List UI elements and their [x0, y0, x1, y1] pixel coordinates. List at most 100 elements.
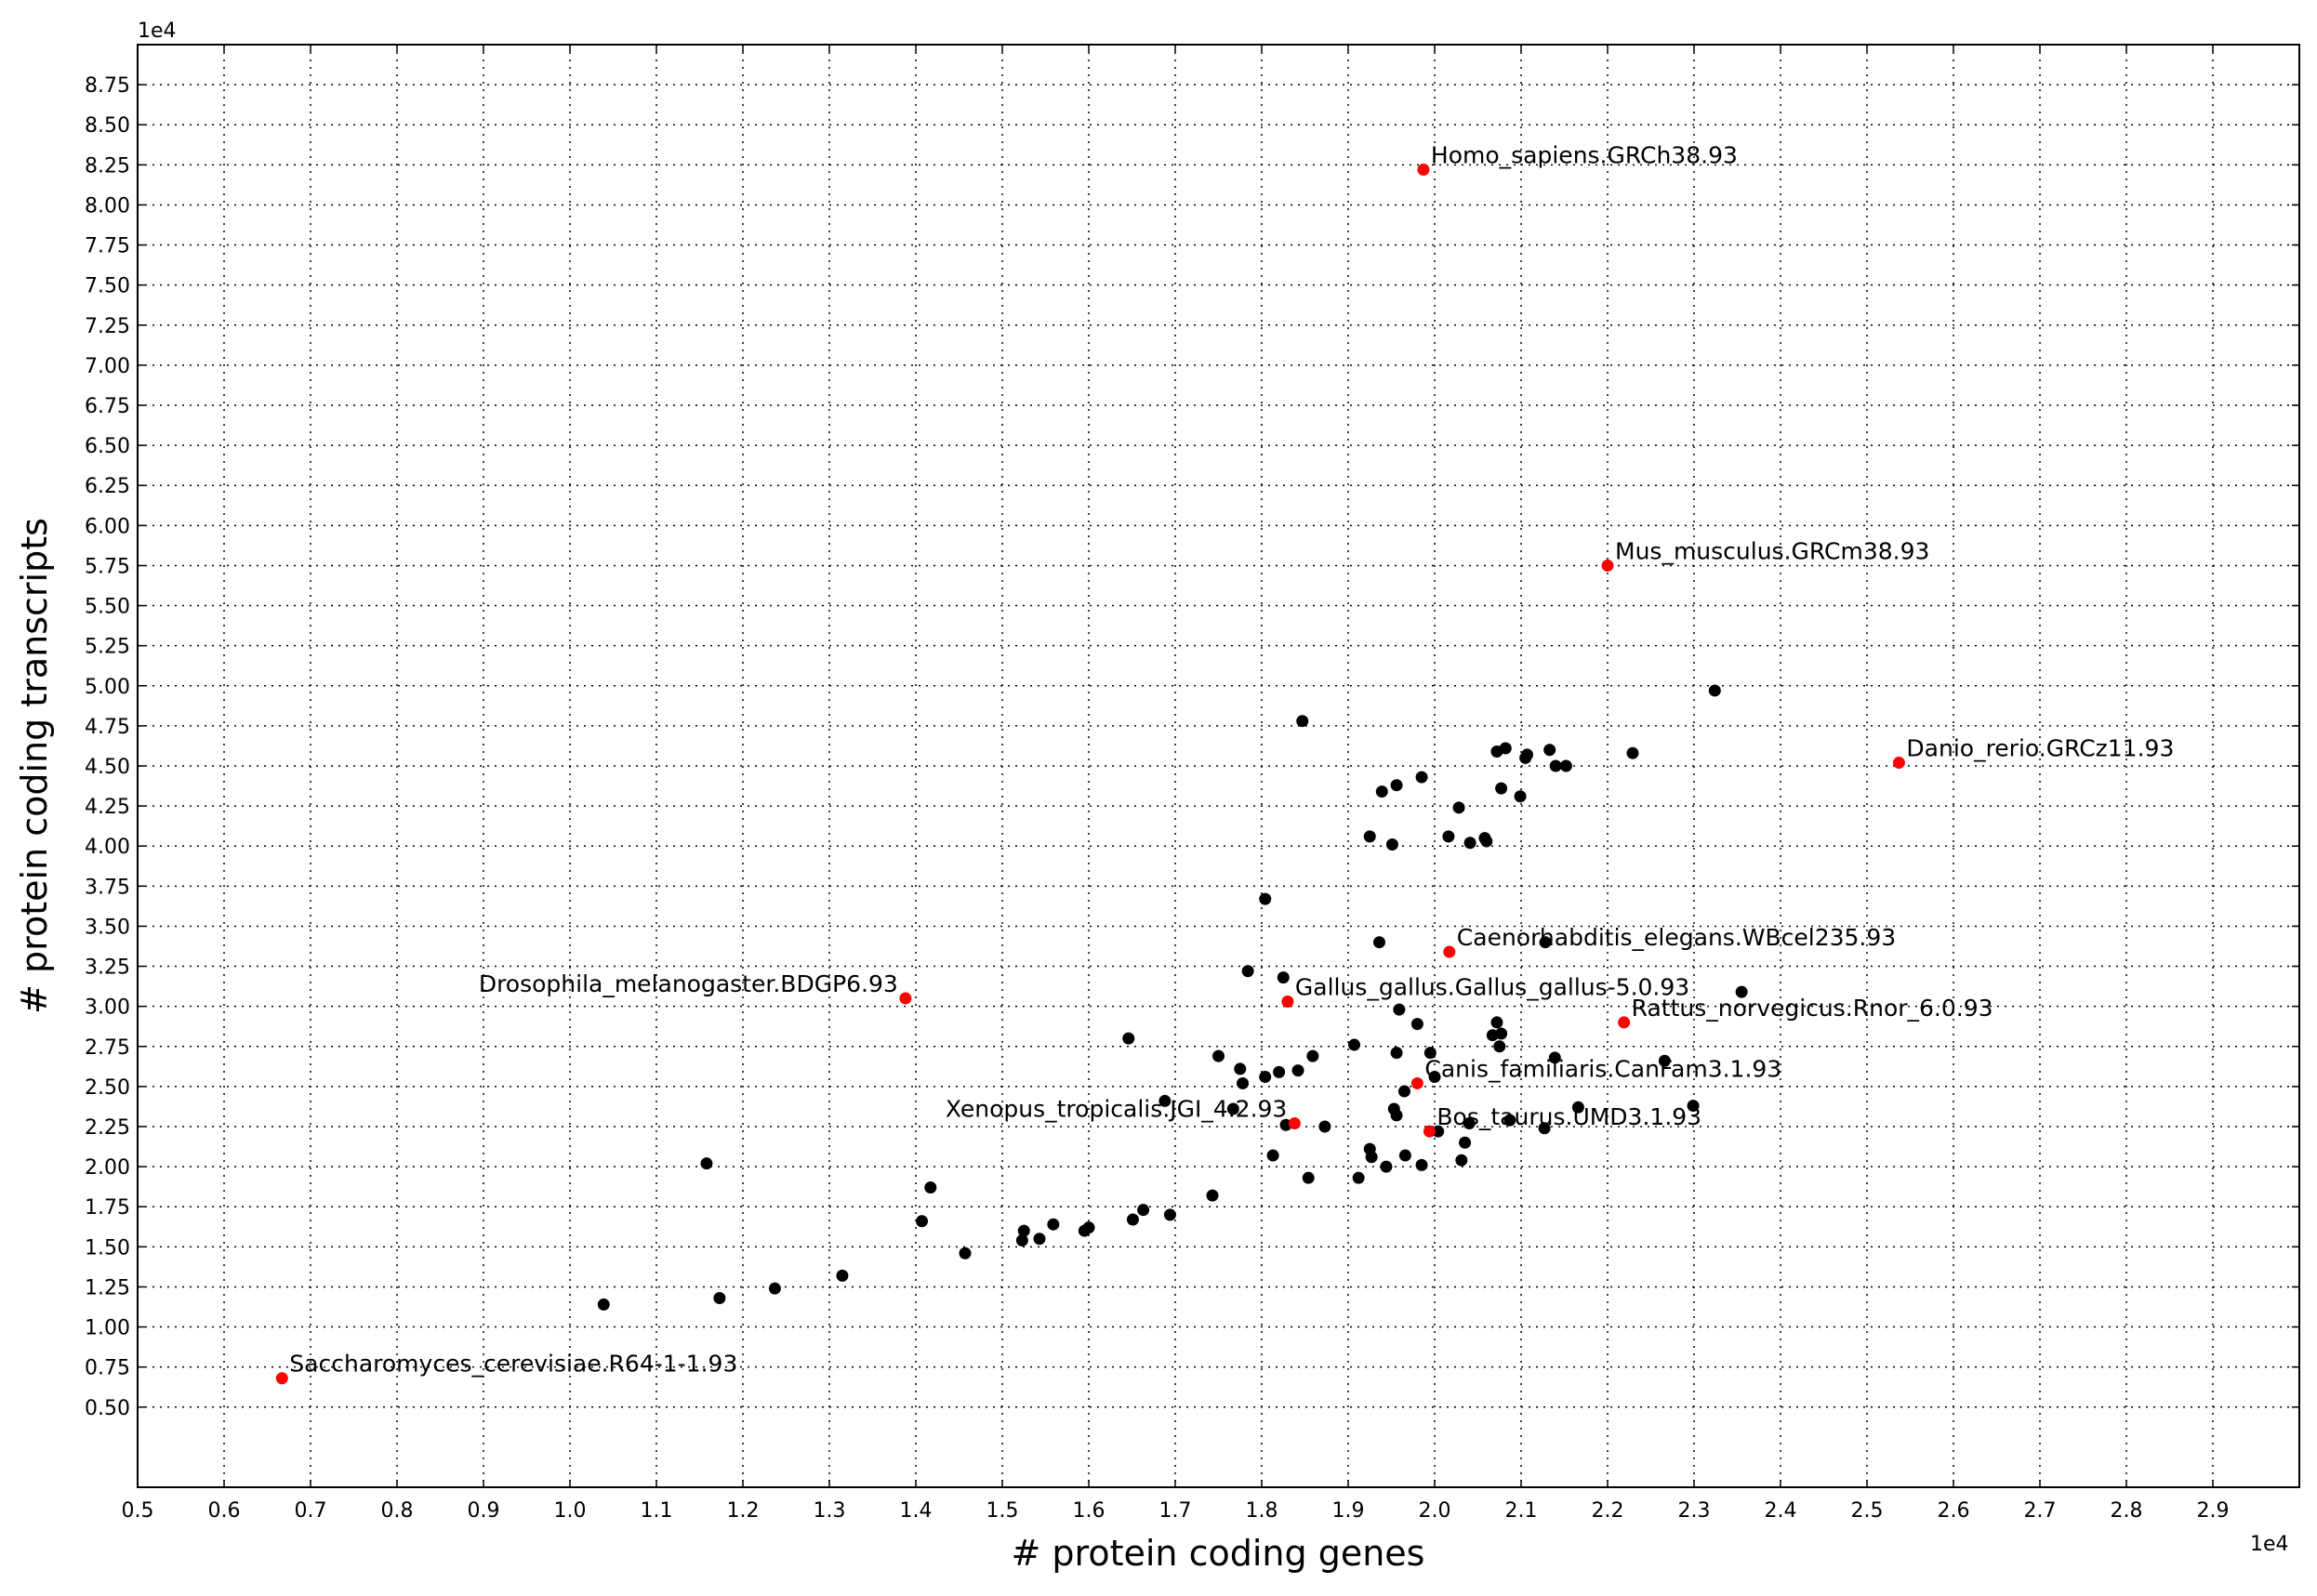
data-point	[1273, 1065, 1286, 1078]
data-point	[1432, 1125, 1445, 1138]
data-point	[1015, 1233, 1028, 1246]
x-tick-label: 2.8	[2111, 1499, 2143, 1523]
data-point	[1687, 1100, 1700, 1113]
data-point	[1415, 771, 1428, 784]
y-tick-label: 4.50	[85, 756, 130, 779]
data-point	[1385, 838, 1398, 851]
highlighted-data-point	[1288, 1117, 1301, 1130]
data-point	[1241, 965, 1254, 978]
y-tick-label: 5.00	[85, 676, 130, 699]
data-point	[1033, 1233, 1046, 1246]
data-point	[1393, 1003, 1406, 1016]
x-tick-label: 2.0	[1419, 1499, 1451, 1523]
x-tick-label: 1.7	[1159, 1499, 1192, 1523]
data-point	[1708, 684, 1721, 697]
y-tick-label: 8.25	[85, 154, 130, 178]
data-point	[1390, 779, 1403, 792]
data-point	[836, 1269, 849, 1282]
x-tick-label: 2.3	[1678, 1499, 1711, 1523]
data-point	[713, 1292, 726, 1305]
y-tick-label: 8.00	[85, 194, 130, 218]
y-tick-label: 7.50	[85, 275, 130, 298]
y-tick-label: 6.50	[85, 435, 130, 458]
data-point	[1428, 1071, 1441, 1084]
data-point	[1163, 1208, 1176, 1221]
y-tick-label: 3.75	[85, 876, 130, 899]
data-point	[1423, 1047, 1437, 1060]
data-point	[1480, 835, 1493, 848]
gridlines	[137, 45, 2299, 1487]
data-point	[1078, 1224, 1091, 1237]
highlighted-data-point	[1281, 995, 1294, 1008]
x-tick-label: 2.1	[1505, 1499, 1538, 1523]
data-point	[1137, 1204, 1150, 1217]
point-label: Homo_sapiens.GRCh38.93	[1431, 142, 1738, 169]
data-point	[597, 1298, 610, 1311]
data-point	[1122, 1032, 1135, 1045]
data-point	[1626, 746, 1639, 759]
data-point	[1372, 936, 1385, 949]
data-point	[1548, 1051, 1561, 1064]
y-axis-label: # protein coding transcripts	[14, 518, 55, 1014]
y-tick-label: 6.00	[85, 515, 130, 538]
x-axis-ticks: 0.5 0.6 0.7 0.8 0.9 1.0 1.1 1.2 1.3 1.4 1.5 1.6 1.7 1…	[122, 45, 2230, 1523]
data-point	[1226, 1102, 1239, 1115]
data-point	[1296, 715, 1309, 728]
y-tick-label: 5.75	[85, 555, 130, 578]
point-label: Gallus_gallus.Gallus_gallus-5.0.93	[1295, 973, 1689, 1000]
y-tick-label: 3.25	[85, 956, 130, 980]
y-axis-ticks: 0.50 0.75 1.00 1.25 1.50 1.75 2.00 2.25 2.50 2.75…	[85, 74, 2299, 1420]
x-tick-label: 1.3	[814, 1499, 846, 1523]
x-tick-label: 2.7	[2024, 1499, 2057, 1523]
data-point	[1206, 1189, 1219, 1202]
y-tick-label: 5.25	[85, 636, 130, 659]
point-label: Drosophila_melanogaster.BDGP6.93	[479, 970, 898, 997]
x-tick-label: 1.1	[641, 1499, 673, 1523]
highlighted-data-point	[275, 1372, 288, 1385]
data-point	[1397, 1085, 1410, 1098]
data-point	[1495, 782, 1508, 795]
highlighted-data-point	[1601, 559, 1614, 572]
y-tick-label: 4.00	[85, 836, 130, 859]
x-axis-label: # protein coding genes	[1012, 1533, 1425, 1574]
y-tick-label: 2.50	[85, 1076, 130, 1100]
data-point	[1348, 1038, 1361, 1051]
highlighted-data-point	[1423, 1125, 1436, 1138]
highlighted-data-point	[1892, 757, 1905, 770]
data-point	[1486, 1029, 1499, 1042]
data-point	[1380, 1160, 1393, 1173]
x-tick-label: 1.9	[1332, 1499, 1365, 1523]
point-annotations: Homo_sapiens.GRCh38.93 Mus_musculus.GRCm3…	[289, 142, 2174, 1378]
y-tick-label: 3.00	[85, 996, 130, 1020]
highlighted-data-point	[1410, 1076, 1423, 1089]
data-point	[1352, 1171, 1365, 1184]
point-label: Saccharomyces_cerevisiae.R64-1-1.93	[289, 1351, 737, 1378]
highlighted-data-point	[899, 992, 912, 1005]
y-multiplier: 1e4	[138, 20, 177, 43]
y-tick-label: 2.25	[85, 1116, 130, 1140]
data-point	[1277, 971, 1290, 984]
data-point	[1266, 1149, 1279, 1162]
data-point	[1212, 1049, 1225, 1062]
x-tick-label: 1.6	[1073, 1499, 1106, 1523]
data-point	[1398, 1149, 1411, 1162]
data-point	[1158, 1094, 1172, 1107]
point-label: Danio_rerio.GRCz11.93	[1906, 735, 2174, 762]
data-point	[916, 1215, 929, 1228]
data-point	[1390, 1047, 1403, 1060]
x-tick-label: 0.6	[208, 1499, 241, 1523]
y-tick-label: 1.00	[85, 1317, 130, 1340]
highlighted-data-point	[1417, 164, 1430, 177]
y-tick-label: 0.75	[85, 1357, 130, 1380]
y-tick-label: 8.75	[85, 74, 130, 98]
data-point	[1735, 985, 1748, 998]
data-point	[1259, 1071, 1272, 1084]
point-label: Xenopus_tropicalis.JGI_4.2.93	[946, 1096, 1287, 1123]
point-label: Rattus_norvegicus.Rnor_6.0.93	[1632, 995, 1993, 1022]
data-point	[1442, 830, 1455, 843]
y-tick-label: 5.50	[85, 596, 130, 619]
data-point	[1126, 1213, 1139, 1226]
y-tick-label: 4.25	[85, 796, 130, 819]
data-points	[275, 164, 1905, 1385]
